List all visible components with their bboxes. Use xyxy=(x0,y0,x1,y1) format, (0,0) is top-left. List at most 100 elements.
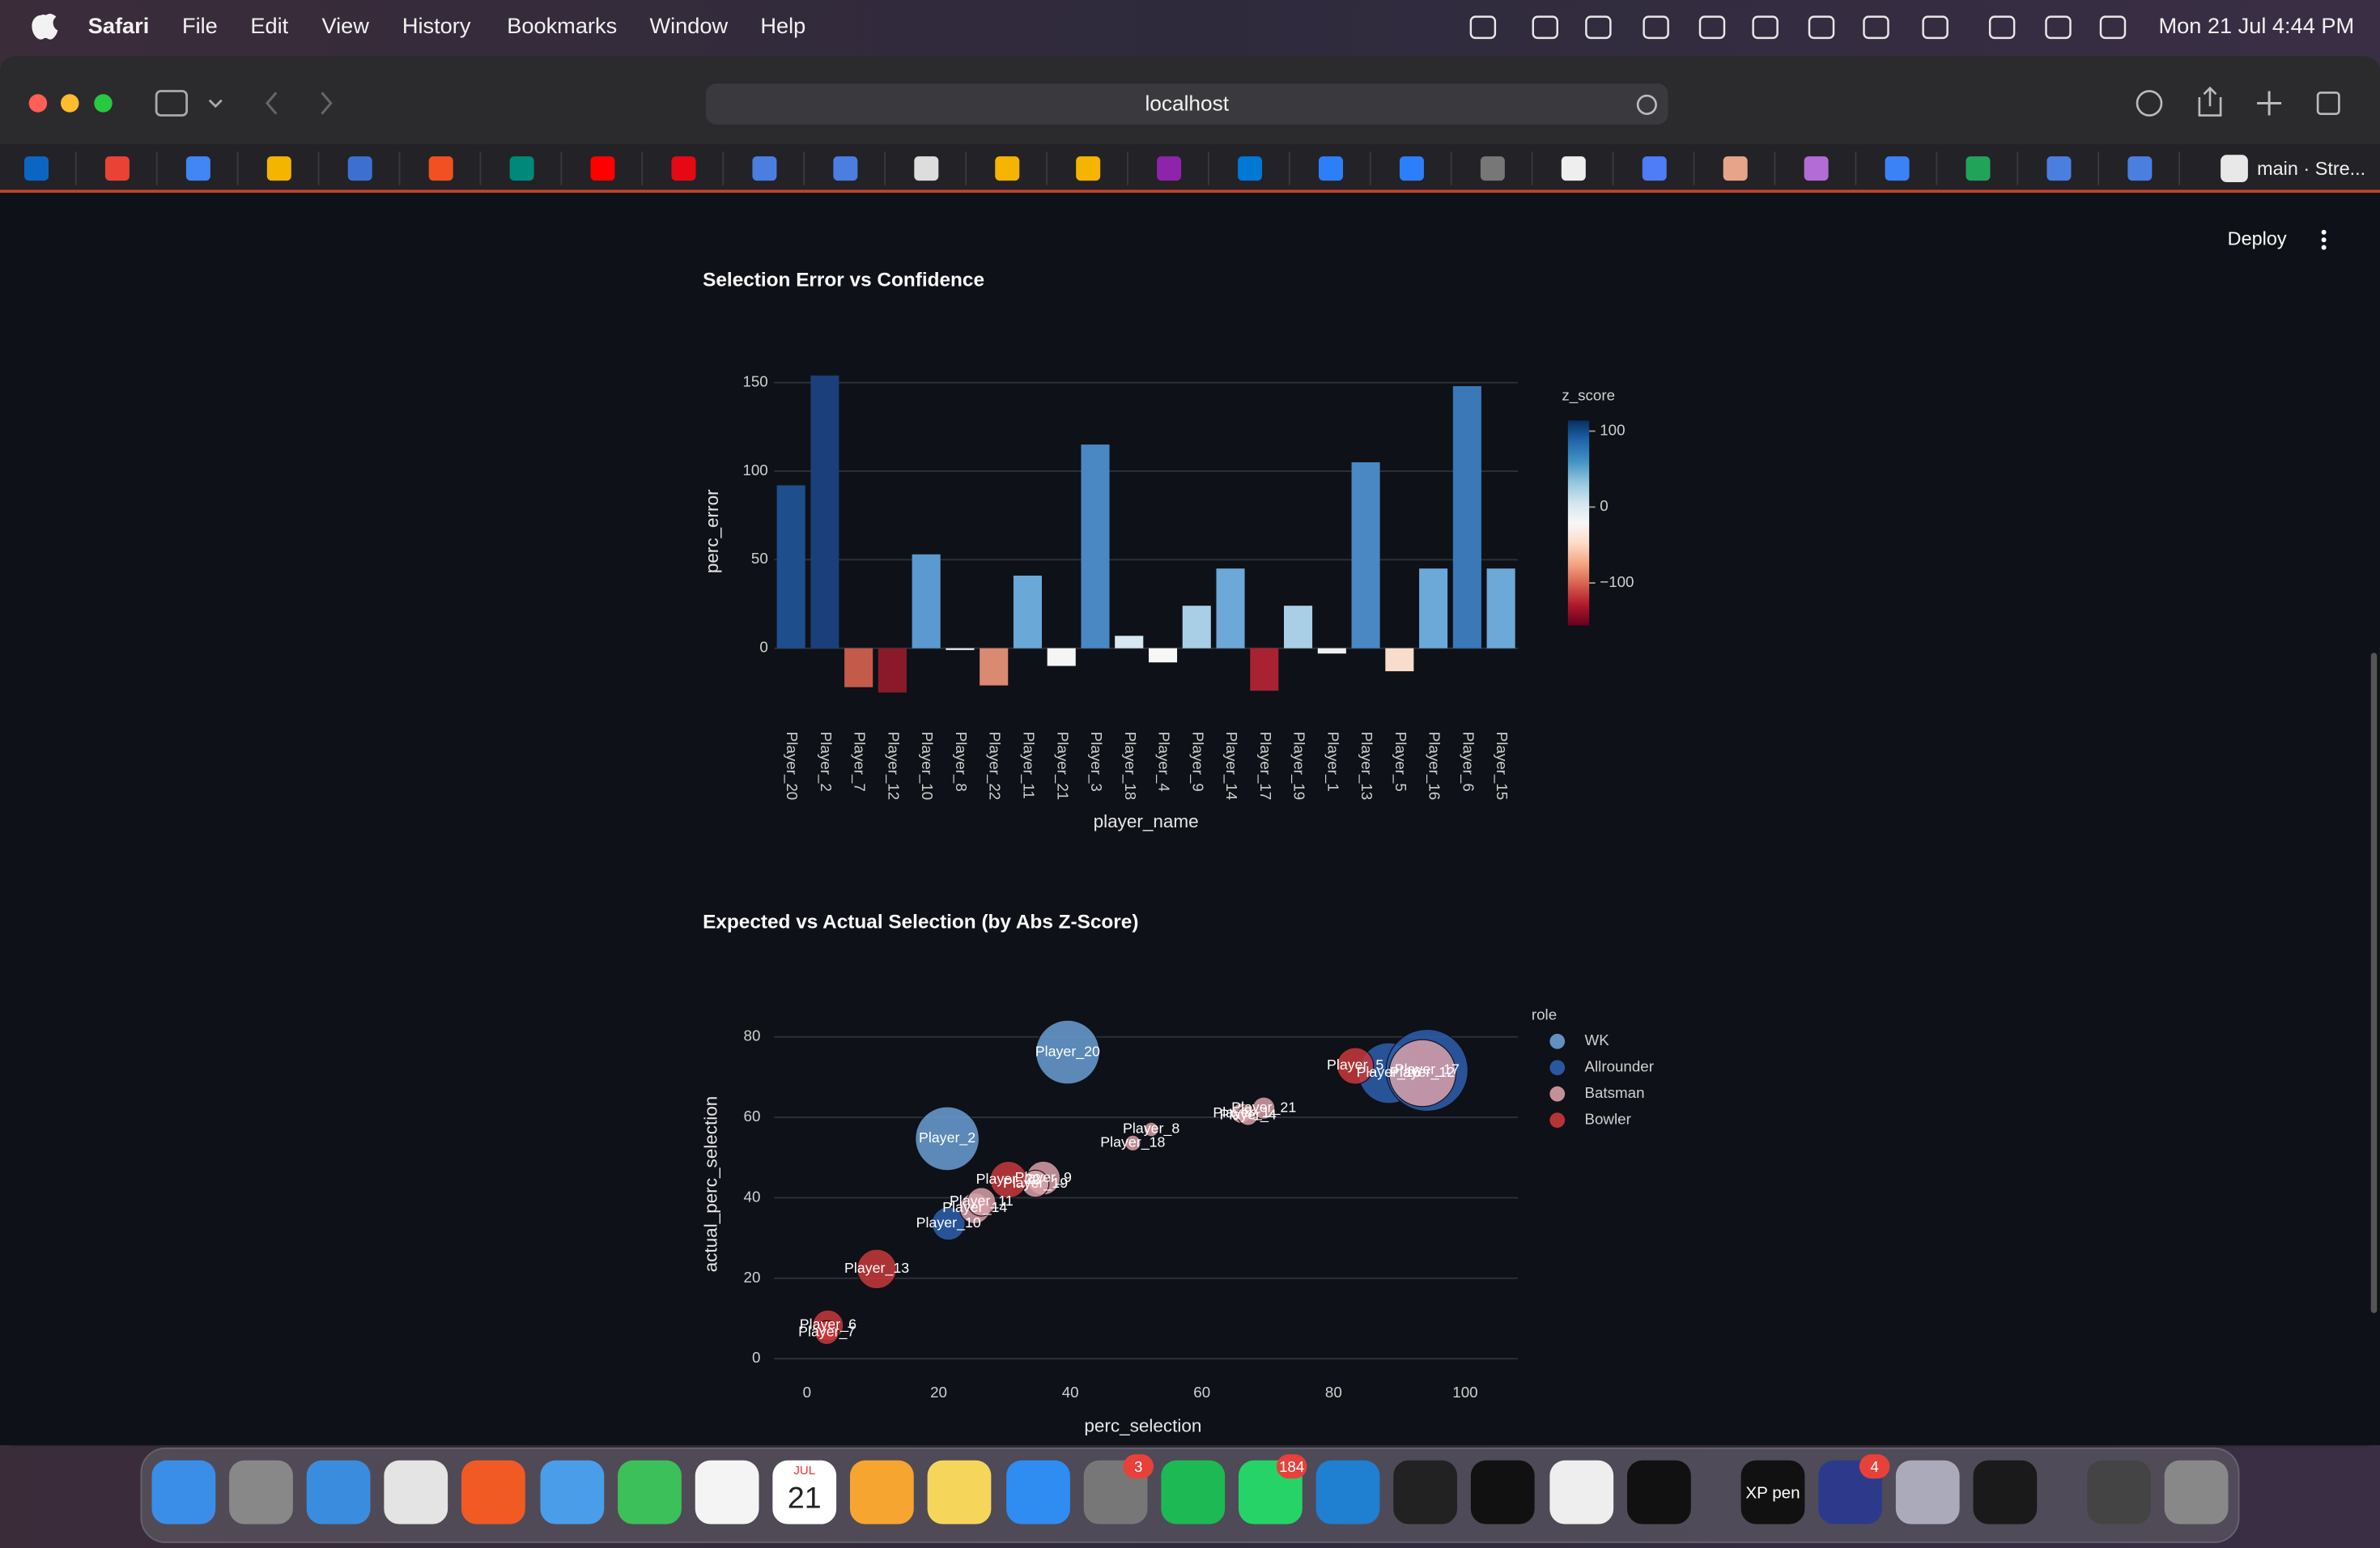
url[interactable]: localhost xyxy=(1145,91,1229,115)
bookmark-icon[interactable] xyxy=(185,156,210,181)
status-icon[interactable] xyxy=(1469,15,1497,40)
xp-pen-label[interactable]: XP pen xyxy=(1745,1483,1800,1502)
menu-item[interactable]: Edit xyxy=(250,13,288,38)
apple-menu[interactable] xyxy=(32,13,58,40)
dock-icon[interactable] xyxy=(306,1460,371,1525)
main-menu[interactable] xyxy=(2321,245,2327,250)
menu-item[interactable]: Help xyxy=(760,13,805,38)
legend-label[interactable]: Bowler xyxy=(1585,1111,1631,1128)
status-icon[interactable] xyxy=(2099,15,2127,40)
bookmark-icon[interactable] xyxy=(509,156,534,181)
dock-icon[interactable] xyxy=(1315,1460,1380,1525)
legend-label[interactable]: WK xyxy=(1585,1031,1610,1048)
menu-item[interactable]: Window xyxy=(650,13,729,38)
bookmark-icon[interactable] xyxy=(2221,155,2248,183)
tab-group-menu[interactable] xyxy=(208,99,223,108)
scrollbar[interactable] xyxy=(2370,653,2378,1313)
bookmark-icon[interactable] xyxy=(671,156,696,181)
bookmark-icon[interactable] xyxy=(914,156,939,181)
tab-overview-button[interactable] xyxy=(2316,91,2340,115)
dock-icon[interactable] xyxy=(618,1460,682,1525)
status-icon[interactable] xyxy=(1808,15,1835,40)
forward-button[interactable] xyxy=(321,91,333,115)
dock-icon[interactable] xyxy=(1627,1460,1691,1525)
menu-app[interactable]: Safari xyxy=(88,13,150,38)
status-icon[interactable] xyxy=(1532,15,1558,40)
bookmark-icon[interactable] xyxy=(833,156,858,181)
bookmark-icon[interactable] xyxy=(1399,156,1424,181)
dock-icon[interactable] xyxy=(2164,1460,2229,1525)
dock-icon[interactable] xyxy=(1895,1460,1960,1525)
legend-marker[interactable] xyxy=(1549,1112,1566,1128)
clock[interactable]: Mon 21 Jul 4:44 PM xyxy=(2158,13,2354,38)
bookmark-icon[interactable] xyxy=(1319,156,1343,181)
calendar-day[interactable]: 21 xyxy=(788,1480,822,1514)
bookmark-icon[interactable] xyxy=(1723,156,1748,181)
status-icon[interactable] xyxy=(1643,15,1669,40)
bookmark-icon[interactable] xyxy=(1561,156,1586,181)
bookmark-icon[interactable] xyxy=(1642,156,1667,181)
dock-icon[interactable] xyxy=(540,1460,605,1525)
zoom-button[interactable] xyxy=(94,94,113,113)
dock-icon[interactable] xyxy=(772,1460,837,1525)
legend-marker[interactable] xyxy=(1549,1060,1566,1076)
legend-marker[interactable] xyxy=(1549,1033,1566,1049)
dock-icon[interactable] xyxy=(1393,1460,1457,1525)
menu-item[interactable]: View xyxy=(322,13,370,38)
bookmark-icon[interactable] xyxy=(428,156,453,181)
status-icon[interactable] xyxy=(1585,15,1612,40)
bookmark-icon[interactable] xyxy=(1804,156,1829,181)
reload-button[interactable] xyxy=(1636,94,1657,115)
dock-icon[interactable] xyxy=(1973,1460,2038,1525)
bookmark-icon[interactable] xyxy=(266,156,291,181)
legend-label[interactable]: Batsman xyxy=(1585,1084,1645,1101)
back-button[interactable] xyxy=(266,91,278,115)
bookmark-icon[interactable] xyxy=(2046,156,2072,181)
bookmark-icon[interactable] xyxy=(995,156,1020,181)
downloads-button[interactable] xyxy=(2136,90,2163,117)
dock-icon[interactable] xyxy=(1006,1460,1070,1525)
bookmark-icon[interactable] xyxy=(1157,156,1182,181)
bookmark-icon[interactable] xyxy=(2127,156,2153,181)
dock-icon[interactable] xyxy=(1470,1460,1535,1525)
status-icon[interactable] xyxy=(1863,15,1889,40)
calendar-month[interactable]: JUL xyxy=(793,1464,815,1478)
dock-icon[interactable] xyxy=(927,1460,992,1525)
dock-icon[interactable] xyxy=(1161,1460,1226,1525)
dock-icon[interactable] xyxy=(1549,1460,1614,1525)
sidebar-button[interactable] xyxy=(155,90,189,117)
bookmark-icon[interactable] xyxy=(347,156,372,181)
status-icon[interactable] xyxy=(1752,15,1779,40)
bookmark-icon[interactable] xyxy=(590,156,615,181)
main-menu[interactable] xyxy=(2321,237,2327,243)
bookmark-tab[interactable]: main · Stre... xyxy=(2257,158,2365,179)
dock-icon[interactable] xyxy=(1740,1460,1805,1525)
deploy-button[interactable]: Deploy xyxy=(2228,228,2287,249)
bookmark-icon[interactable] xyxy=(1885,156,1910,181)
menu-item[interactable]: History xyxy=(402,13,471,38)
dock-icon[interactable] xyxy=(151,1460,216,1525)
bookmark-icon[interactable] xyxy=(24,156,49,181)
dock-icon[interactable] xyxy=(2087,1460,2151,1525)
legend-marker[interactable] xyxy=(1549,1086,1566,1102)
dock-icon[interactable] xyxy=(229,1460,293,1525)
legend-label[interactable]: Allrounder xyxy=(1585,1058,1654,1075)
bookmark-icon[interactable] xyxy=(1480,156,1505,181)
menu-item[interactable]: Bookmarks xyxy=(507,13,617,38)
dock-icon[interactable] xyxy=(384,1460,448,1525)
share-button[interactable] xyxy=(2198,86,2222,117)
bookmark-icon[interactable] xyxy=(752,156,777,181)
minimize-button[interactable] xyxy=(61,94,79,113)
dock-icon[interactable] xyxy=(850,1460,914,1525)
new-tab-button[interactable] xyxy=(2257,91,2282,116)
bookmark-icon[interactable] xyxy=(104,156,130,181)
menu-item[interactable]: File xyxy=(182,13,218,38)
bookmark-icon[interactable] xyxy=(1966,156,1991,181)
bookmark-icon[interactable] xyxy=(1238,156,1263,181)
address-bar[interactable] xyxy=(705,83,1668,125)
bookmark-icon[interactable] xyxy=(1076,156,1101,181)
dock-icon[interactable] xyxy=(695,1460,759,1525)
close-button[interactable] xyxy=(28,94,48,113)
status-icon[interactable] xyxy=(1988,15,2016,40)
main-menu[interactable] xyxy=(2321,229,2327,235)
